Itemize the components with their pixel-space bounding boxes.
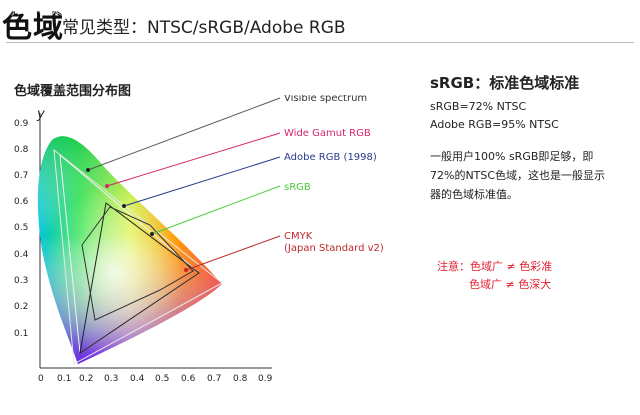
diagram-title: 色域覆盖范围分布图 <box>14 84 132 99</box>
y-tick-label: 0.6 <box>14 197 29 207</box>
y-tick-label: 0.2 <box>14 302 28 312</box>
adobe-ntsc-ratio: Adobe RGB=95% NTSC <box>430 118 559 131</box>
explanation-paragraph: 一般用户100% sRGB即足够，即72%的NTSC色域，这也是一般显示器的色域… <box>430 150 606 201</box>
y-tick-label: 0.4 <box>14 250 29 260</box>
y-axis-label: y <box>36 107 45 122</box>
header-title-sub: 常见类型：NTSC/sRGB/Adobe RGB <box>62 18 346 38</box>
header-bar: 色域 常见类型：NTSC/sRGB/Adobe RGB 你的手机频道 mobil… <box>0 0 640 45</box>
note-box: 注意：色域广 ≠ 色彩准 色域广 ≠ 色深大 <box>437 258 552 294</box>
x-tick-label: 0.3 <box>104 374 118 384</box>
header-title-big: 色域 <box>2 10 64 45</box>
label-srgb: sRGB <box>284 182 311 193</box>
x-tick-label: 0.7 <box>207 374 221 384</box>
y-tick-label: 0.1 <box>14 329 28 339</box>
cie-diagram: y 0.9 0.8 0.7 0.6 0.5 0.4 0.3 0.2 0.1 0 … <box>14 95 384 384</box>
explanation-panel: sRGB：标准色域标准 sRGB=72% NTSC Adobe RGB=95% … <box>430 72 635 204</box>
y-tick-label: 0.7 <box>14 171 28 181</box>
x-tick-label: 0.8 <box>233 374 248 384</box>
label-adobe-rgb: Adobe RGB (1998) <box>284 152 377 163</box>
x-tick-label: 0.9 <box>258 374 273 384</box>
axes: y <box>36 107 272 369</box>
y-tick-label: 0.9 <box>14 119 29 129</box>
label-wide-gamut-rgb: Wide Gamut RGB <box>284 128 371 139</box>
srgb-ntsc-ratio: sRGB=72% NTSC <box>430 100 527 113</box>
y-tick-label: 0.5 <box>14 223 28 233</box>
x-tick-label: 0.6 <box>181 374 196 384</box>
label-visible-spectrum: Visible spectrum <box>284 95 367 104</box>
label-cmyk-sub: (Japan Standard v2) <box>284 243 384 254</box>
x-tick-label: 0 <box>38 374 44 384</box>
x-tick-label: 0.5 <box>155 374 169 384</box>
srgb-standard-title: sRGB：标准色域标准 <box>430 74 580 92</box>
y-tick-label: 0.3 <box>14 276 28 286</box>
note-line-1: 注意：色域广 ≠ 色彩准 <box>437 260 553 273</box>
x-tick-label: 0.1 <box>57 374 71 384</box>
watermark: 你的手机频道 mobile.it168.com <box>6 4 172 17</box>
x-tick-label: 0.4 <box>130 374 145 384</box>
y-ticks: 0.9 0.8 0.7 0.6 0.5 0.4 0.3 0.2 0.1 <box>14 119 29 339</box>
x-ticks: 0 0.1 0.2 0.3 0.4 0.5 0.6 0.7 0.8 0.9 <box>38 374 273 384</box>
x-tick-label: 0.2 <box>79 374 93 384</box>
header-divider <box>6 42 634 43</box>
note-line-2: 色域广 ≠ 色深大 <box>469 278 552 291</box>
y-tick-label: 0.8 <box>14 145 29 155</box>
label-cmyk: CMYK <box>284 231 313 242</box>
gamut-triangles <box>53 148 223 365</box>
callout-lines <box>86 97 281 272</box>
